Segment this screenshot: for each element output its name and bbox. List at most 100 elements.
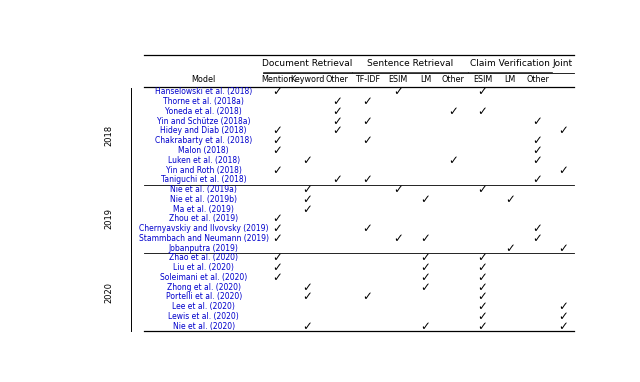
Text: Other: Other — [325, 76, 348, 84]
Text: ✓: ✓ — [273, 212, 283, 225]
Text: ✓: ✓ — [362, 290, 372, 303]
Text: ✓: ✓ — [362, 115, 372, 128]
Text: Hidey and Diab (2018): Hidey and Diab (2018) — [161, 126, 247, 136]
Text: ✓: ✓ — [420, 251, 431, 264]
Text: ✓: ✓ — [273, 144, 283, 157]
Text: Ma et al. (2019): Ma et al. (2019) — [173, 205, 234, 214]
Text: ✓: ✓ — [420, 320, 431, 333]
Text: ✓: ✓ — [532, 115, 543, 128]
Text: ✓: ✓ — [420, 271, 431, 284]
Text: ✓: ✓ — [420, 193, 431, 206]
Text: Zhao et al. (2020): Zhao et al. (2020) — [169, 253, 238, 262]
Text: Hanselowski et al. (2018): Hanselowski et al. (2018) — [155, 87, 252, 96]
Text: ✓: ✓ — [505, 193, 515, 206]
Text: ✓: ✓ — [273, 251, 283, 264]
Text: ✓: ✓ — [273, 222, 283, 235]
Text: ✓: ✓ — [532, 173, 543, 186]
Text: ✓: ✓ — [273, 125, 283, 138]
Text: ✓: ✓ — [505, 242, 515, 255]
Text: ✓: ✓ — [362, 134, 372, 147]
Text: Lee et al. (2020): Lee et al. (2020) — [172, 302, 235, 311]
Text: Joint: Joint — [553, 59, 573, 68]
Text: 2019: 2019 — [104, 208, 113, 229]
Text: Nie et al. (2019a): Nie et al. (2019a) — [170, 185, 237, 194]
Text: Yin and Roth (2018): Yin and Roth (2018) — [166, 165, 241, 175]
Text: Keyword: Keyword — [290, 76, 324, 84]
Text: ✓: ✓ — [558, 125, 568, 138]
Text: ✓: ✓ — [273, 86, 283, 99]
Text: Malon (2018): Malon (2018) — [179, 146, 229, 155]
Text: Claim Verification: Claim Verification — [470, 59, 550, 68]
Text: ESIM: ESIM — [473, 76, 492, 84]
Text: ✓: ✓ — [332, 115, 342, 128]
Text: Lewis et al. (2020): Lewis et al. (2020) — [168, 312, 239, 321]
Text: ✓: ✓ — [362, 173, 372, 186]
Text: ✓: ✓ — [362, 95, 372, 108]
Text: Thorne et al. (2018a): Thorne et al. (2018a) — [163, 97, 244, 106]
Text: ✓: ✓ — [532, 232, 543, 245]
Text: ✓: ✓ — [302, 154, 312, 167]
Text: ✓: ✓ — [273, 232, 283, 245]
Text: ✓: ✓ — [420, 261, 431, 274]
Text: ✓: ✓ — [332, 95, 342, 108]
Text: ✓: ✓ — [477, 251, 488, 264]
Text: ✓: ✓ — [302, 290, 312, 303]
Text: ✓: ✓ — [532, 134, 543, 147]
Text: Nie et al. (2020): Nie et al. (2020) — [173, 322, 235, 331]
Text: Model: Model — [191, 76, 216, 84]
Text: Zhong et al. (2020): Zhong et al. (2020) — [166, 283, 241, 292]
Text: ✓: ✓ — [477, 271, 488, 284]
Text: Yin and Schütze (2018a): Yin and Schütze (2018a) — [157, 117, 250, 126]
Text: ✓: ✓ — [558, 163, 568, 176]
Text: 2020: 2020 — [104, 282, 113, 303]
Text: ✓: ✓ — [332, 125, 342, 138]
Text: Stammbach and Neumann (2019): Stammbach and Neumann (2019) — [139, 234, 269, 243]
Text: ✓: ✓ — [302, 193, 312, 206]
Text: 2018: 2018 — [104, 125, 113, 146]
Text: ✓: ✓ — [558, 300, 568, 313]
Text: Mention: Mention — [262, 76, 294, 84]
Text: Luken et al. (2018): Luken et al. (2018) — [168, 156, 240, 165]
Text: ✓: ✓ — [273, 261, 283, 274]
Text: ✓: ✓ — [532, 144, 543, 157]
Text: ✓: ✓ — [477, 261, 488, 274]
Text: ✓: ✓ — [477, 86, 488, 99]
Text: ✓: ✓ — [302, 202, 312, 215]
Text: ✓: ✓ — [477, 281, 488, 294]
Text: Soleimani et al. (2020): Soleimani et al. (2020) — [160, 273, 247, 282]
Text: Document Retrieval: Document Retrieval — [262, 59, 353, 68]
Text: ✓: ✓ — [477, 310, 488, 323]
Text: Portelli et al. (2020): Portelli et al. (2020) — [166, 293, 242, 301]
Text: ✓: ✓ — [302, 281, 312, 294]
Text: ✓: ✓ — [332, 173, 342, 186]
Text: ✓: ✓ — [302, 320, 312, 333]
Text: ✓: ✓ — [477, 290, 488, 303]
Text: TF-IDF: TF-IDF — [355, 76, 380, 84]
Text: Liu et al. (2020): Liu et al. (2020) — [173, 263, 234, 272]
Text: Nie et al. (2019b): Nie et al. (2019b) — [170, 195, 237, 204]
Text: ✓: ✓ — [393, 86, 403, 99]
Text: ✓: ✓ — [477, 320, 488, 333]
Text: Zhou et al. (2019): Zhou et al. (2019) — [169, 214, 238, 223]
Text: ESIM: ESIM — [388, 76, 408, 84]
Text: Yoneda et al. (2018): Yoneda et al. (2018) — [165, 107, 242, 116]
Text: Other: Other — [442, 76, 465, 84]
Text: LM: LM — [420, 76, 431, 84]
Text: ✓: ✓ — [273, 134, 283, 147]
Text: ✓: ✓ — [332, 105, 342, 118]
Text: ✓: ✓ — [420, 232, 431, 245]
Text: ✓: ✓ — [448, 105, 458, 118]
Text: ✓: ✓ — [448, 154, 458, 167]
Text: ✓: ✓ — [532, 222, 543, 235]
Text: Sentence Retrieval: Sentence Retrieval — [367, 59, 453, 68]
Text: LM: LM — [504, 76, 516, 84]
Text: ✓: ✓ — [558, 320, 568, 333]
Text: ✓: ✓ — [393, 232, 403, 245]
Text: Chernyavskiy and Ilvovsky (2019): Chernyavskiy and Ilvovsky (2019) — [139, 224, 268, 233]
Text: ✓: ✓ — [273, 271, 283, 284]
Text: ✓: ✓ — [477, 300, 488, 313]
Text: Chakrabarty et al. (2018): Chakrabarty et al. (2018) — [155, 136, 252, 145]
Text: ✓: ✓ — [420, 281, 431, 294]
Text: ✓: ✓ — [393, 183, 403, 196]
Text: Other: Other — [526, 76, 549, 84]
